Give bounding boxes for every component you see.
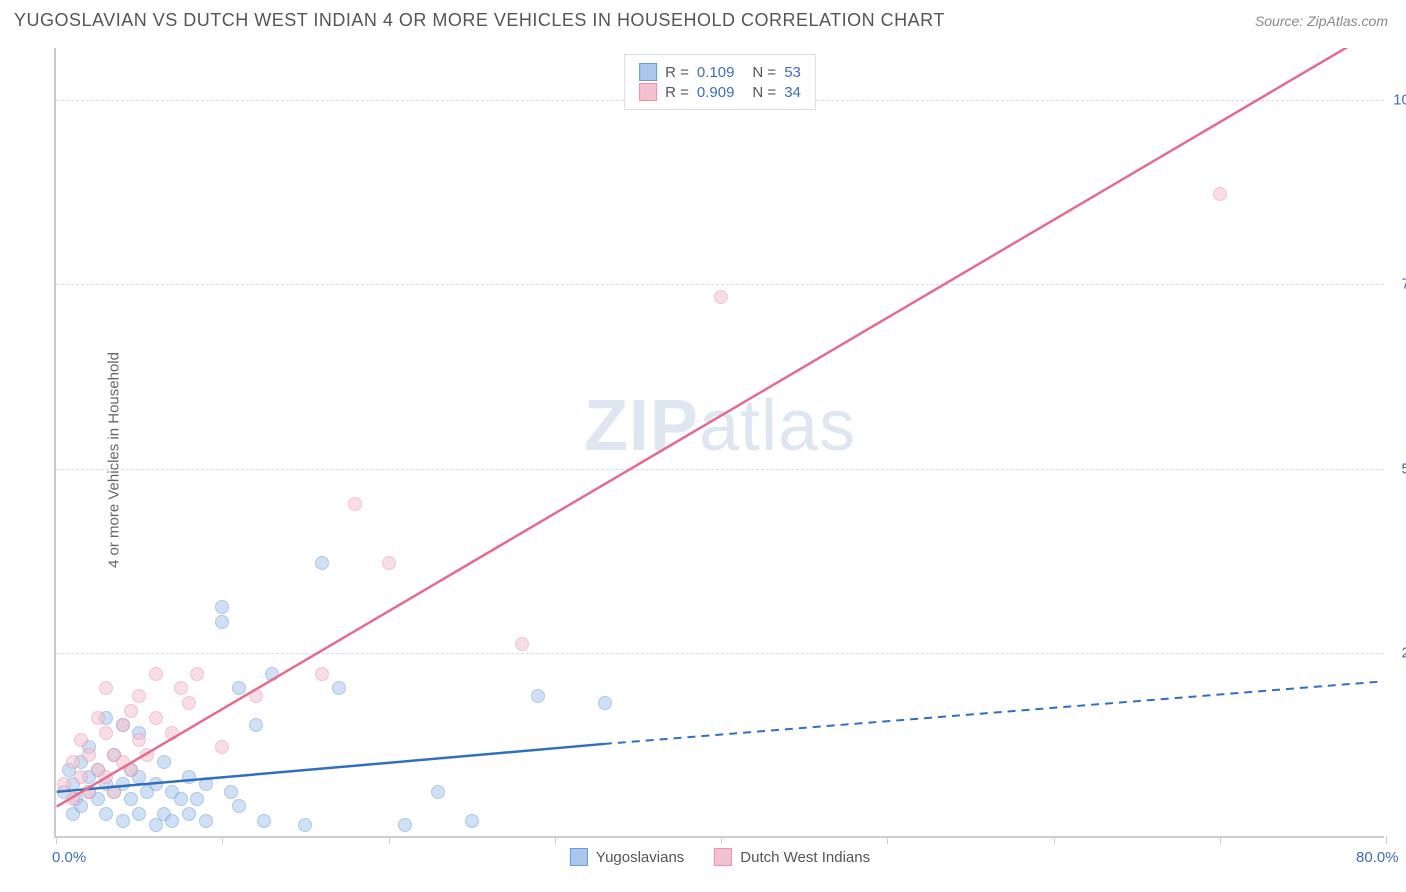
legend-item: Yugoslavians [570,848,684,866]
legend-n-value-1: 34 [784,84,801,101]
x-tick [1054,836,1055,844]
source-attribution: Source: ZipAtlas.com [1255,13,1388,29]
x-tick [56,836,57,844]
x-tick [721,836,722,844]
trend-lines-layer [56,48,1384,836]
y-tick-label: 75.0% [1401,276,1406,293]
legend-r-label: R = [665,64,689,81]
plot-area: ZIPatlas R = 0.109 N = 53 R = 0.909 N = … [54,48,1384,838]
legend-swatch-1 [639,83,657,101]
trend-line [57,48,1384,807]
legend-n-label: N = [752,64,776,81]
trend-line [604,681,1383,744]
x-tick-label: 80.0% [1356,849,1399,866]
legend-r-value-0: 0.109 [697,64,735,81]
legend-label: Yugoslavians [596,849,684,866]
legend-swatch [714,848,732,866]
y-tick-label: 50.0% [1401,460,1406,477]
chart-container: 4 or more Vehicles in Household ZIPatlas… [14,40,1394,880]
x-tick [389,836,390,844]
legend-item: Dutch West Indians [714,848,870,866]
legend-row-series-1: R = 0.909 N = 34 [639,83,801,101]
legend-swatch-0 [639,63,657,81]
legend-r-value-1: 0.909 [697,84,735,101]
y-tick-label: 25.0% [1401,645,1406,662]
correlation-legend: R = 0.109 N = 53 R = 0.909 N = 34 [624,54,816,110]
legend-n-value-0: 53 [784,64,801,81]
legend-row-series-0: R = 0.109 N = 53 [639,63,801,81]
x-tick [1386,836,1387,844]
x-tick [887,836,888,844]
legend-n-label: N = [752,84,776,101]
series-legend: Yugoslavians Dutch West Indians [570,848,870,866]
y-tick-label: 100.0% [1393,91,1406,108]
x-tick [1220,836,1221,844]
x-tick [222,836,223,844]
legend-r-label: R = [665,84,689,101]
legend-swatch [570,848,588,866]
legend-label: Dutch West Indians [740,849,870,866]
x-tick [555,836,556,844]
x-tick-label: 0.0% [52,849,86,866]
trend-line [57,744,604,792]
chart-title: YUGOSLAVIAN VS DUTCH WEST INDIAN 4 OR MO… [14,10,945,31]
